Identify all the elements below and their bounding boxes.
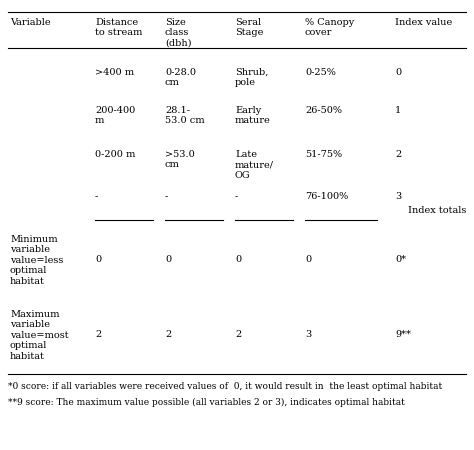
Text: 76-100%: 76-100% bbox=[305, 192, 348, 201]
Text: 0: 0 bbox=[305, 255, 311, 264]
Text: 0-28.0
cm: 0-28.0 cm bbox=[165, 68, 196, 87]
Text: 0: 0 bbox=[395, 68, 401, 77]
Text: 0-200 m: 0-200 m bbox=[95, 150, 136, 159]
Text: -: - bbox=[95, 192, 98, 201]
Text: 51-75%: 51-75% bbox=[305, 150, 342, 159]
Text: 2: 2 bbox=[235, 330, 241, 339]
Text: Index totals: Index totals bbox=[408, 206, 466, 215]
Text: 28.1-
53.0 cm: 28.1- 53.0 cm bbox=[165, 106, 205, 126]
Text: 2: 2 bbox=[95, 330, 101, 339]
Text: 3: 3 bbox=[305, 330, 311, 339]
Text: 1: 1 bbox=[395, 106, 401, 115]
Text: 0: 0 bbox=[235, 255, 241, 264]
Text: % Canopy
cover: % Canopy cover bbox=[305, 18, 354, 37]
Text: 3: 3 bbox=[395, 192, 401, 201]
Text: Variable: Variable bbox=[10, 18, 51, 27]
Text: >400 m: >400 m bbox=[95, 68, 134, 77]
Text: 0-25%: 0-25% bbox=[305, 68, 336, 77]
Text: Minimum
variable
value=less
optimal
habitat: Minimum variable value=less optimal habi… bbox=[10, 235, 64, 286]
Text: >53.0
cm: >53.0 cm bbox=[165, 150, 195, 169]
Text: Late
mature/
OG: Late mature/ OG bbox=[235, 150, 274, 180]
Text: 200-400
m: 200-400 m bbox=[95, 106, 135, 126]
Text: Index value: Index value bbox=[395, 18, 452, 27]
Text: Early
mature: Early mature bbox=[235, 106, 271, 126]
Text: 9**: 9** bbox=[395, 330, 411, 339]
Text: Seral
Stage: Seral Stage bbox=[235, 18, 264, 37]
Text: Distance
to stream: Distance to stream bbox=[95, 18, 142, 37]
Text: 0*: 0* bbox=[395, 255, 406, 264]
Text: 2: 2 bbox=[395, 150, 401, 159]
Text: 0: 0 bbox=[165, 255, 171, 264]
Text: 2: 2 bbox=[165, 330, 171, 339]
Text: -: - bbox=[235, 192, 238, 201]
Text: **9 score: The maximum value possible (all variables 2 or 3), indicates optimal : **9 score: The maximum value possible (a… bbox=[8, 398, 405, 407]
Text: 0: 0 bbox=[95, 255, 101, 264]
Text: Size
class
(dbh): Size class (dbh) bbox=[165, 18, 191, 48]
Text: -: - bbox=[165, 192, 168, 201]
Text: Shrub,
pole: Shrub, pole bbox=[235, 68, 268, 87]
Text: *0 score: if all variables were received values of  0, it would result in  the l: *0 score: if all variables were received… bbox=[8, 382, 442, 391]
Text: Maximum
variable
value=most
optimal
habitat: Maximum variable value=most optimal habi… bbox=[10, 310, 69, 360]
Text: 26-50%: 26-50% bbox=[305, 106, 342, 115]
